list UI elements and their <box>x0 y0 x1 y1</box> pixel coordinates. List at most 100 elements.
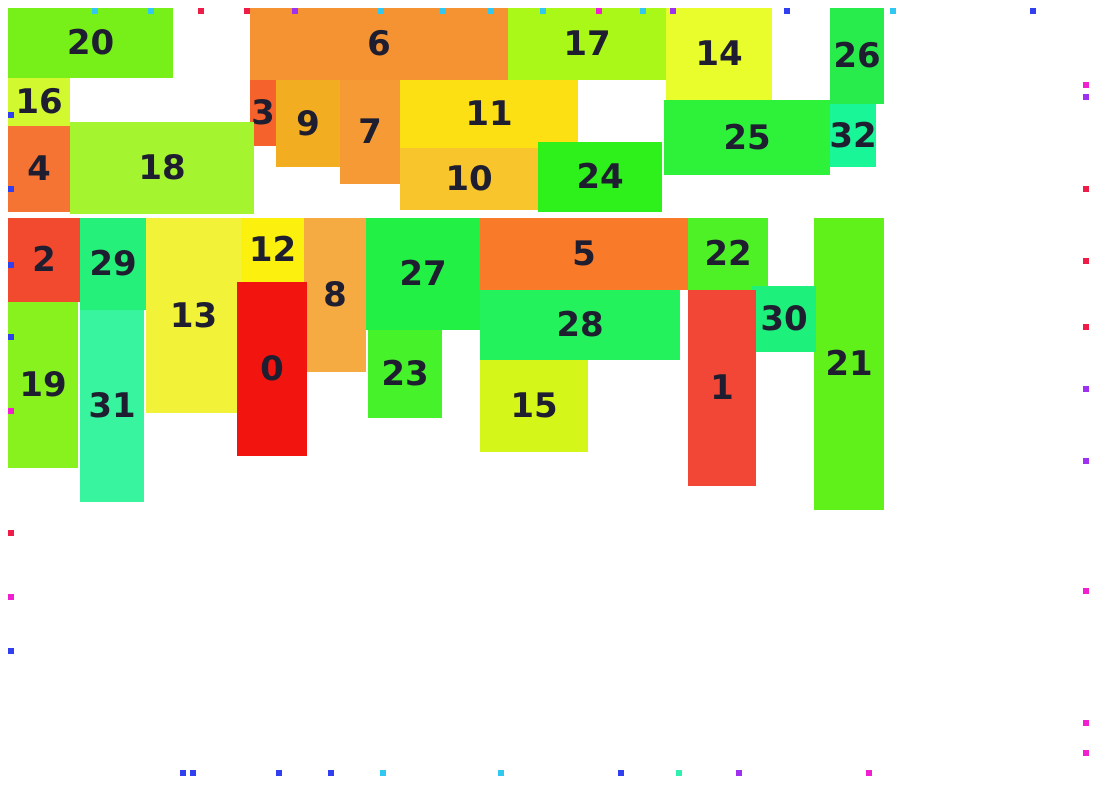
edge-marker-dot <box>1083 750 1089 756</box>
block-label-25: 25 <box>723 117 771 158</box>
block-3: 3 <box>250 80 276 146</box>
block-label-7: 7 <box>358 112 382 152</box>
edge-marker-dot <box>92 8 98 14</box>
edge-marker-dot <box>1083 588 1089 594</box>
block-label-0: 0 <box>260 349 284 389</box>
block-21: 21 <box>814 218 884 510</box>
block-11: 11 <box>400 80 578 148</box>
edge-marker-dot <box>784 8 790 14</box>
block-20: 20 <box>8 8 173 78</box>
block-label-6: 6 <box>367 24 391 64</box>
edge-marker-dot <box>1083 258 1089 264</box>
edge-marker-dot <box>148 8 154 14</box>
block-13: 13 <box>146 218 241 413</box>
edge-marker-dot <box>1030 8 1036 14</box>
block-label-12: 12 <box>248 230 297 270</box>
edge-marker-dot <box>676 770 682 776</box>
block-label-1: 1 <box>710 368 734 408</box>
block-7: 7 <box>340 80 400 184</box>
edge-marker-dot <box>244 8 250 14</box>
block-6: 6 <box>250 8 508 80</box>
block-31: 31 <box>80 310 144 502</box>
edge-marker-dot <box>670 8 676 14</box>
block-label-19: 19 <box>19 365 67 405</box>
edge-marker-dot <box>328 770 334 776</box>
block-label-32: 32 <box>829 115 877 156</box>
block-label-5: 5 <box>572 234 596 274</box>
edge-marker-dot <box>1083 186 1089 192</box>
edge-marker-dot <box>8 334 14 340</box>
block-28: 28 <box>480 290 680 360</box>
edge-marker-dot <box>1083 324 1089 330</box>
block-29: 29 <box>80 218 146 310</box>
block-label-27: 27 <box>399 254 447 294</box>
edge-marker-dot <box>198 8 204 14</box>
edge-marker-dot <box>8 530 14 536</box>
block-label-29: 29 <box>89 244 137 284</box>
edge-marker-dot <box>1083 82 1089 88</box>
block-25: 25 <box>664 100 830 175</box>
block-label-15: 15 <box>510 386 558 426</box>
block-10: 10 <box>400 148 538 210</box>
block-label-23: 23 <box>381 354 429 394</box>
block-label-13: 13 <box>169 295 218 336</box>
block-label-24: 24 <box>576 157 624 197</box>
edge-marker-dot <box>866 770 872 776</box>
edge-marker-dot <box>736 770 742 776</box>
block-15: 15 <box>480 360 588 452</box>
block-16: 16 <box>8 78 70 126</box>
edge-marker-dot <box>8 186 14 192</box>
edge-marker-dot <box>1083 720 1089 726</box>
block-label-11: 11 <box>465 94 513 134</box>
block-23: 23 <box>368 330 442 418</box>
edge-marker-dot <box>596 8 602 14</box>
block-2: 2 <box>8 218 80 302</box>
block-19: 19 <box>8 302 78 468</box>
block-5: 5 <box>480 218 688 290</box>
block-label-28: 28 <box>556 305 604 345</box>
edge-marker-dot <box>276 770 282 776</box>
block-label-22: 22 <box>704 234 752 274</box>
block-4: 4 <box>8 126 70 212</box>
block-32: 32 <box>829 104 877 167</box>
edge-marker-dot <box>540 8 546 14</box>
block-0: 0 <box>237 282 307 456</box>
block-12: 12 <box>241 218 304 282</box>
block-label-20: 20 <box>66 23 115 63</box>
edge-marker-dot <box>378 8 384 14</box>
block-27: 27 <box>366 218 480 330</box>
block-label-26: 26 <box>833 36 881 76</box>
block-22: 22 <box>688 218 768 290</box>
edge-marker-dot <box>180 770 186 776</box>
edge-marker-dot <box>8 648 14 654</box>
block-label-30: 30 <box>760 299 808 339</box>
edge-marker-dot <box>292 8 298 14</box>
edge-marker-dot <box>488 8 494 14</box>
block-label-17: 17 <box>563 24 611 64</box>
block-label-31: 31 <box>88 386 136 426</box>
block-9: 9 <box>276 80 340 167</box>
block-label-21: 21 <box>825 344 873 384</box>
edge-marker-dot <box>190 770 196 776</box>
block-label-8: 8 <box>323 275 347 315</box>
block-24: 24 <box>538 142 662 212</box>
edge-marker-dot <box>8 408 14 414</box>
edge-marker-dot <box>890 8 896 14</box>
block-label-4: 4 <box>27 149 51 189</box>
block-26: 26 <box>830 8 884 104</box>
edge-marker-dot <box>8 594 14 600</box>
block-18: 18 <box>70 122 254 214</box>
edge-marker-dot <box>618 770 624 776</box>
edge-marker-dot <box>498 770 504 776</box>
block-30: 30 <box>752 286 816 352</box>
edge-marker-dot <box>440 8 446 14</box>
block-label-3: 3 <box>251 93 275 133</box>
block-label-10: 10 <box>445 159 493 199</box>
edge-marker-dot <box>1083 94 1089 100</box>
edge-marker-dot <box>1083 386 1089 392</box>
block-8: 8 <box>304 218 366 372</box>
block-label-18: 18 <box>138 148 186 188</box>
edge-marker-dot <box>8 112 14 118</box>
edge-marker-dot <box>1083 458 1089 464</box>
